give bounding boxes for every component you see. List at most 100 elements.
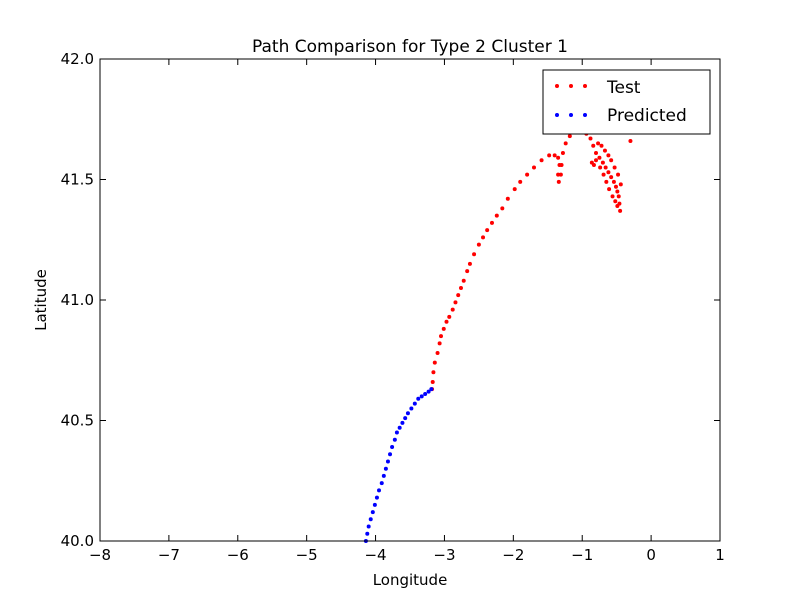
legend-label-predicted: Predicted — [607, 106, 687, 126]
data-point-test — [465, 269, 470, 274]
data-point-test — [437, 341, 442, 346]
data-point-test — [481, 235, 486, 240]
data-point-test — [458, 285, 463, 290]
data-point-test — [489, 220, 494, 225]
data-point-test — [588, 136, 593, 141]
data-point-predicted — [388, 452, 393, 457]
y-tick-label: 41.5 — [61, 171, 94, 189]
data-point-test — [567, 134, 572, 139]
data-point-test — [500, 206, 505, 211]
data-point-test — [610, 194, 615, 199]
y-tick-label: 42.0 — [61, 50, 94, 68]
legend-dot — [583, 84, 587, 88]
data-point-test — [435, 351, 440, 356]
x-tick-label: −8 — [89, 546, 111, 564]
data-point-test — [616, 172, 621, 177]
data-point-predicted — [400, 420, 405, 425]
data-point-test — [618, 208, 623, 213]
data-point-test — [563, 141, 568, 146]
x-axis-label: Longitude — [373, 571, 448, 589]
legend-dot — [569, 113, 573, 117]
data-point-test — [456, 293, 461, 298]
data-point-test — [599, 143, 604, 148]
data-point-test — [485, 228, 490, 233]
data-point-test — [559, 163, 564, 168]
data-point-predicted — [370, 510, 375, 515]
x-tick-label: −1 — [571, 546, 593, 564]
data-point-test — [609, 175, 614, 180]
data-point-test — [611, 179, 616, 184]
data-point-test — [603, 165, 608, 170]
y-tick-label: 40.5 — [61, 412, 94, 430]
data-point-test — [552, 153, 557, 158]
data-point-test — [431, 370, 436, 375]
data-point-test — [512, 187, 517, 192]
y-axis: 40.0 40.5 41.0 41.5 42.0 — [61, 50, 720, 550]
data-point-test — [609, 158, 614, 163]
data-point-test — [472, 252, 477, 257]
data-point-predicted — [397, 425, 402, 430]
data-point-test — [450, 307, 455, 312]
y-axis-label: Latitude — [32, 269, 50, 331]
data-point-predicted — [365, 531, 370, 536]
data-point-predicted — [368, 517, 373, 522]
data-point-test — [558, 172, 563, 177]
data-point-test — [461, 278, 466, 283]
x-tick-label: −3 — [433, 546, 455, 564]
data-point-test — [612, 165, 617, 170]
data-point-predicted — [366, 524, 371, 529]
data-point-test — [518, 179, 523, 184]
data-point-predicted — [409, 406, 414, 411]
x-tick-label: −2 — [502, 546, 524, 564]
data-point-predicted — [416, 396, 421, 401]
data-point-predicted — [377, 488, 381, 493]
legend-dot — [569, 84, 573, 88]
data-point-test — [615, 204, 620, 209]
data-point-test — [591, 143, 596, 148]
x-tick-label: 0 — [646, 546, 656, 564]
data-point-test — [532, 165, 536, 170]
data-point-test — [432, 360, 437, 365]
data-point-predicted — [383, 466, 388, 471]
y-tick-label: 40.0 — [61, 532, 94, 550]
data-point-test — [602, 148, 607, 153]
data-point-predicted — [403, 416, 408, 421]
data-point-test — [441, 326, 446, 331]
data-point-test — [613, 184, 618, 189]
data-point-test — [467, 261, 472, 266]
data-point-test — [618, 182, 623, 187]
data-point-test — [598, 165, 603, 170]
x-tick-label: −6 — [227, 546, 249, 564]
data-point-predicted — [372, 502, 377, 507]
x-axis: −8 −7 −6 −5 −4 −3 −2 −1 0 1 — [89, 59, 725, 564]
data-point-predicted — [423, 391, 428, 396]
data-point-test — [505, 196, 510, 201]
data-point-test — [447, 314, 452, 319]
data-point-predicted — [381, 473, 386, 478]
legend-dot — [583, 113, 587, 117]
data-point-test — [600, 160, 605, 165]
data-point-test — [525, 172, 530, 177]
chart-title: Path Comparison for Type 2 Cluster 1 — [252, 37, 568, 57]
data-point-test — [494, 213, 499, 218]
data-point-test — [616, 194, 621, 199]
data-point-test — [596, 141, 601, 146]
data-point-test — [439, 334, 443, 339]
legend-dot — [555, 84, 559, 88]
data-point-test — [594, 158, 598, 163]
data-point-test — [556, 155, 561, 160]
legend-box — [542, 69, 711, 135]
data-point-predicted — [405, 411, 410, 416]
data-point-test — [601, 172, 606, 177]
data-point-test — [606, 153, 611, 158]
data-point-test — [597, 155, 602, 160]
data-point-test — [615, 189, 620, 194]
data-point-predicted — [429, 387, 434, 392]
data-point-test — [476, 242, 481, 247]
data-point-predicted — [426, 389, 431, 394]
legend-label-test: Test — [606, 78, 641, 98]
data-point-predicted — [392, 437, 397, 442]
data-point-predicted — [385, 459, 390, 464]
data-point-test — [628, 138, 633, 143]
